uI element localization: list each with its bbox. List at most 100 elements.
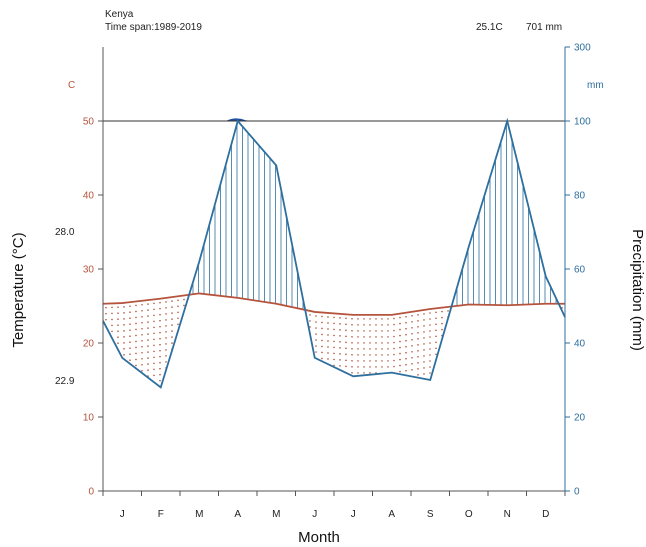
arid-dot bbox=[411, 350, 413, 353]
arid-dot bbox=[435, 341, 437, 344]
arid-dot bbox=[363, 336, 365, 338]
temperature-line bbox=[102, 292, 565, 316]
arid-dot bbox=[141, 357, 143, 360]
arid-dot bbox=[147, 351, 149, 353]
arid-dot bbox=[111, 318, 113, 321]
arid-dot bbox=[141, 315, 143, 318]
arid-dot bbox=[369, 348, 371, 350]
arid-dot bbox=[345, 341, 347, 344]
arid-dot bbox=[405, 315, 407, 318]
arid-dot bbox=[399, 316, 401, 319]
arid-dot bbox=[117, 306, 119, 309]
arid-dot bbox=[129, 311, 131, 313]
arid-dot bbox=[393, 365, 395, 368]
arid-dot bbox=[399, 322, 401, 325]
arid-dot bbox=[141, 351, 143, 354]
arid-dot bbox=[441, 310, 443, 313]
arid-dot bbox=[357, 324, 359, 326]
arid-dot bbox=[417, 374, 419, 376]
arid-dot bbox=[327, 328, 329, 330]
temperature-unit-label: C bbox=[68, 80, 75, 91]
arid-dot bbox=[135, 328, 137, 331]
arid-dot bbox=[375, 360, 377, 362]
arid-dot bbox=[327, 316, 329, 318]
arid-dot bbox=[159, 361, 161, 364]
arid-dot bbox=[393, 341, 395, 344]
arid-dot bbox=[171, 300, 173, 302]
arid-dot bbox=[135, 340, 137, 343]
arid-dot bbox=[339, 353, 341, 355]
arid-dot bbox=[363, 348, 365, 350]
arid-dot bbox=[399, 334, 401, 337]
arid-dot bbox=[429, 336, 431, 338]
arid-dot bbox=[165, 307, 167, 309]
arid-dot bbox=[333, 316, 335, 319]
arid-dot bbox=[375, 348, 377, 350]
y-left-tick-label: 0 bbox=[88, 487, 94, 498]
arid-dot bbox=[417, 338, 419, 340]
arid-dot bbox=[159, 325, 161, 328]
arid-dot bbox=[327, 346, 329, 348]
arid-dot bbox=[399, 370, 401, 373]
arid-dot bbox=[123, 312, 125, 314]
arid-dot bbox=[327, 322, 329, 324]
arid-dot bbox=[441, 322, 443, 325]
arid-dot bbox=[153, 374, 155, 377]
arid-dot bbox=[333, 358, 335, 361]
arid-dot bbox=[129, 317, 131, 319]
precip-overflow-area bbox=[225, 118, 252, 121]
arid-dot bbox=[405, 357, 407, 360]
arid-dot bbox=[357, 372, 359, 374]
x-tick-label: M bbox=[195, 509, 203, 520]
x-tick-label: J bbox=[312, 509, 317, 520]
arid-dot bbox=[351, 335, 353, 338]
arid-dot bbox=[405, 345, 407, 348]
arid-dot bbox=[435, 323, 437, 326]
arid-dot bbox=[399, 364, 401, 367]
arid-dot bbox=[405, 351, 407, 354]
y-right-tick-label: 40 bbox=[574, 339, 586, 350]
arid-dot bbox=[165, 325, 167, 327]
arid-dot bbox=[345, 353, 347, 356]
arid-dot bbox=[153, 332, 155, 335]
arid-dot bbox=[159, 301, 161, 304]
arid-dot bbox=[159, 343, 161, 346]
arid-dot bbox=[369, 318, 371, 320]
location-label: Kenya bbox=[105, 9, 134, 20]
arid-dot bbox=[153, 338, 155, 341]
arid-dot bbox=[435, 353, 437, 356]
arid-dot bbox=[135, 364, 137, 367]
arid-dot bbox=[147, 303, 149, 305]
arid-dot bbox=[363, 342, 365, 344]
arid-dot bbox=[153, 362, 155, 365]
arid-dot bbox=[129, 359, 131, 361]
arid-dot bbox=[129, 323, 131, 325]
arid-dot bbox=[135, 334, 137, 337]
arid-dot bbox=[147, 363, 149, 365]
arid-dot bbox=[327, 340, 329, 342]
arid-dot bbox=[351, 359, 353, 362]
arid-dot bbox=[423, 349, 425, 351]
arid-dot bbox=[381, 348, 383, 350]
arid-dot bbox=[141, 339, 143, 342]
y-left-tick-label: 30 bbox=[83, 265, 95, 276]
arid-dot bbox=[345, 365, 347, 368]
y-left-tick-label: 10 bbox=[83, 413, 95, 424]
arid-dot bbox=[321, 357, 323, 360]
arid-dot bbox=[381, 354, 383, 356]
arid-dot bbox=[147, 333, 149, 335]
arid-dot bbox=[153, 320, 155, 323]
arid-dot bbox=[411, 326, 413, 329]
arid-dot bbox=[351, 365, 353, 368]
arid-dot bbox=[129, 329, 131, 331]
x-tick-label: N bbox=[504, 509, 511, 520]
arid-period-dots bbox=[105, 298, 563, 382]
arid-dot bbox=[387, 324, 389, 326]
arid-dot bbox=[135, 304, 137, 307]
arid-dot bbox=[321, 315, 323, 318]
arid-dot bbox=[417, 356, 419, 358]
arid-dot bbox=[117, 330, 119, 333]
arid-dot bbox=[435, 335, 437, 338]
arid-dot bbox=[135, 310, 137, 313]
arid-dot bbox=[339, 323, 341, 325]
